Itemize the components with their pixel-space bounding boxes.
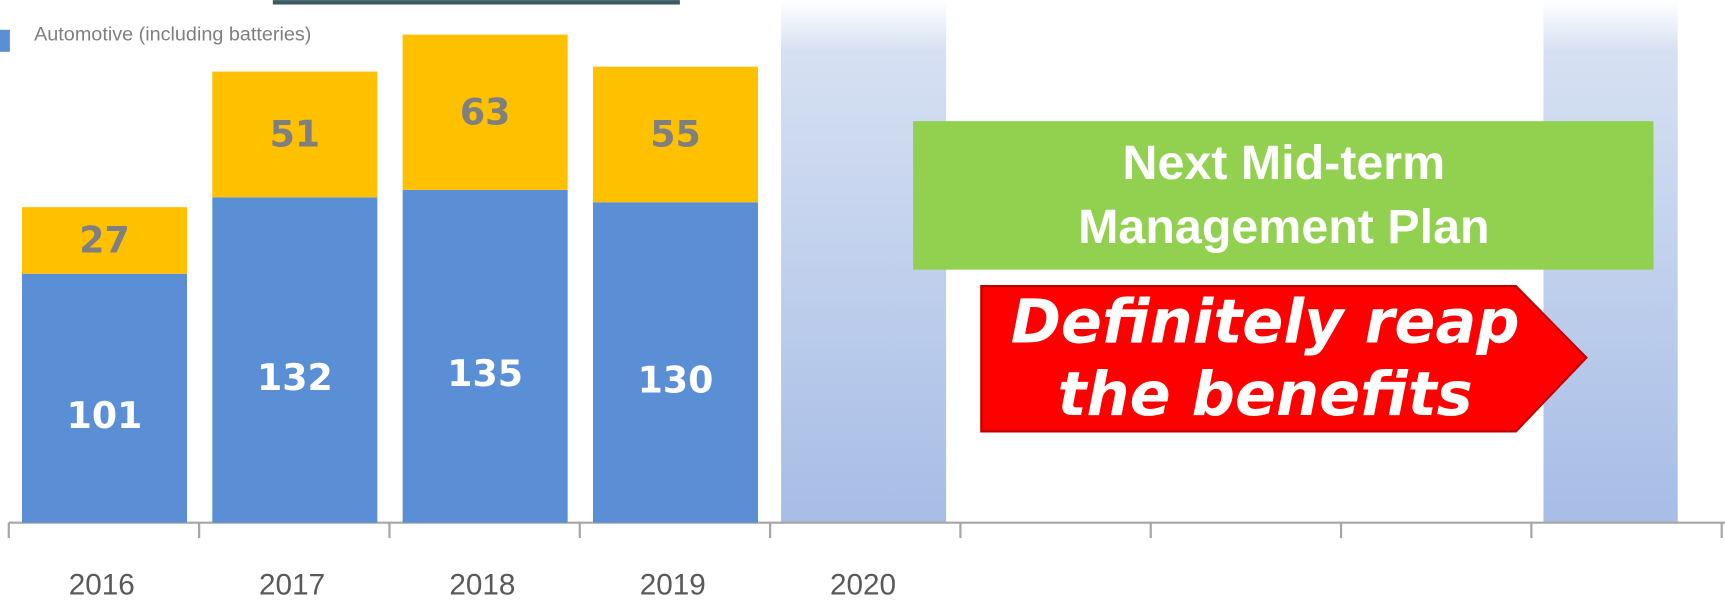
bar-segment [212,71,378,198]
x-tick-label: 2017 [259,568,325,601]
bar-segment [592,66,758,203]
plan-label: Management Plan [1078,200,1489,254]
x-tick-label: 2020 [830,568,896,601]
slogan: Definitely reap [1011,287,1520,357]
bar-segment [22,273,188,523]
legend-swatch [0,29,10,52]
x-tick-label: 2018 [449,568,515,601]
slogan: the benefits [1058,360,1473,430]
data-label: 51 [270,113,321,156]
data-label: 130 [638,358,714,401]
data-label: 55 [650,113,701,156]
x-tick-label: 2019 [640,568,706,601]
bar-segment [212,197,378,523]
data-label: 63 [460,90,511,133]
data-label: 27 [79,219,130,262]
x-tick-label: 2016 [69,568,135,601]
plan-box [913,121,1654,270]
bar-segment [22,207,188,274]
bar-segment [402,34,568,190]
header-box [272,0,680,5]
data-label: 135 [447,352,523,395]
legend-label: Automotive (including batteries) [34,24,311,46]
data-label: 132 [257,356,333,399]
bar-segment [592,202,758,523]
bar-segment [402,189,568,523]
slogan-arrow [980,285,1588,433]
plan-label: Next Mid-term [1123,136,1446,190]
data-label: 101 [67,394,143,437]
